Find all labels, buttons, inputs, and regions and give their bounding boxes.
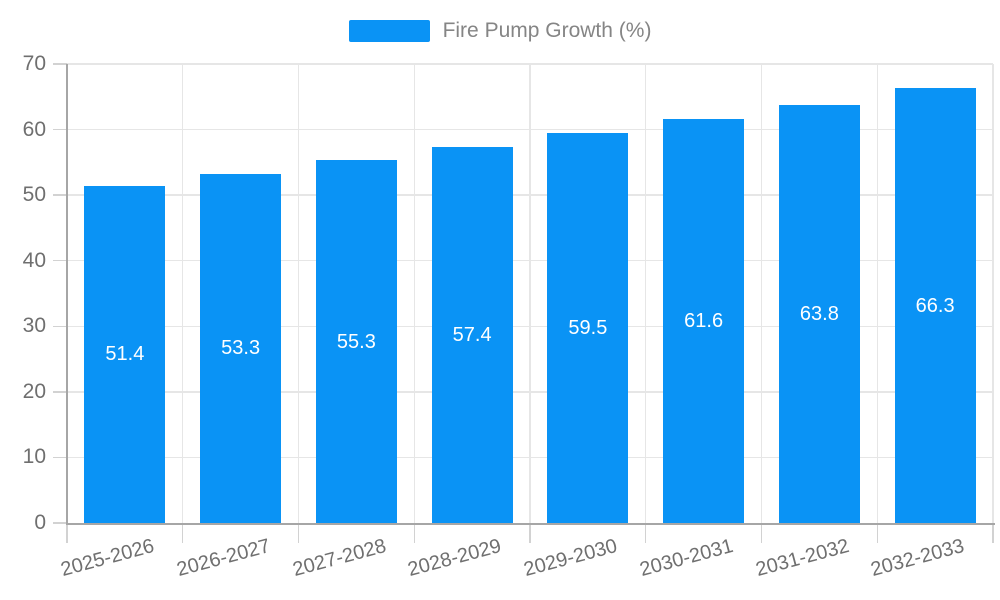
y-tick-label: 40 — [22, 248, 46, 272]
bar-value-label: 61.6 — [684, 310, 724, 333]
h-gridline — [67, 63, 993, 65]
bar-value-label: 59.5 — [568, 316, 608, 339]
y-tick-label: 70 — [22, 52, 46, 75]
y-tick-label: 0 — [34, 511, 46, 534]
y-tick-mark — [53, 456, 67, 459]
v-gridline — [529, 64, 531, 523]
y-tick-mark — [53, 391, 67, 393]
y-tick-mark — [53, 325, 67, 327]
v-gridline — [992, 64, 994, 523]
bar[interactable] — [315, 160, 397, 523]
bar-value-label: 55.3 — [336, 330, 376, 353]
chart-legend[interactable]: Fire Pump Growth (%) — [0, 19, 1000, 43]
legend-swatch — [348, 20, 430, 42]
legend-label: Fire Pump Growth (%) — [442, 19, 652, 42]
v-gridline — [413, 64, 415, 523]
v-gridline — [876, 64, 878, 523]
y-tick-label: 50 — [22, 183, 46, 207]
x-tick-label: 2025-2026 — [58, 534, 157, 581]
x-tick-label: 2028-2029 — [405, 534, 505, 581]
y-tick-label: 60 — [22, 117, 46, 141]
x-tick-mark — [645, 523, 647, 543]
v-gridline — [760, 64, 763, 523]
x-axis-line — [66, 523, 995, 525]
x-tick-label: 2029-2030 — [521, 534, 620, 581]
x-tick-label: 2030-2031 — [637, 534, 736, 581]
x-tick-label: 2032-2033 — [868, 534, 968, 581]
y-tick-mark — [53, 63, 67, 65]
bar[interactable] — [778, 104, 860, 523]
x-tick-mark — [66, 523, 68, 543]
x-tick-mark — [876, 523, 878, 543]
x-tick-mark — [992, 523, 994, 543]
bar-value-label: 57.4 — [452, 323, 492, 346]
y-tick-label: 20 — [22, 379, 46, 403]
y-tick-label: 30 — [22, 314, 46, 338]
y-axis-line — [66, 64, 68, 523]
y-tick-mark — [53, 194, 67, 196]
v-gridline — [182, 64, 184, 523]
y-tick-mark — [53, 128, 67, 131]
x-tick-label: 2027-2028 — [290, 534, 389, 581]
bar[interactable] — [894, 88, 976, 523]
x-tick-mark — [297, 523, 300, 543]
x-tick-mark — [760, 523, 763, 543]
bar-value-label: 51.4 — [105, 343, 145, 366]
x-tick-label: 2026-2027 — [174, 534, 273, 581]
bar-value-label: 53.3 — [221, 337, 261, 360]
bar[interactable] — [663, 119, 745, 523]
bar-value-label: 66.3 — [915, 294, 955, 317]
y-tick-mark — [53, 260, 67, 262]
y-tick-label: 10 — [22, 445, 46, 469]
v-gridline — [297, 64, 300, 523]
bar-value-label: 63.8 — [799, 302, 839, 325]
x-tick-label: 2031-2032 — [753, 534, 852, 581]
bar[interactable] — [200, 173, 282, 523]
bar[interactable] — [431, 146, 513, 523]
x-tick-mark — [182, 523, 184, 543]
v-gridline — [645, 64, 647, 523]
bar[interactable] — [84, 185, 166, 523]
x-tick-mark — [413, 523, 415, 543]
x-tick-mark — [529, 523, 531, 543]
bar[interactable] — [547, 132, 629, 523]
y-tick-mark — [53, 522, 67, 524]
